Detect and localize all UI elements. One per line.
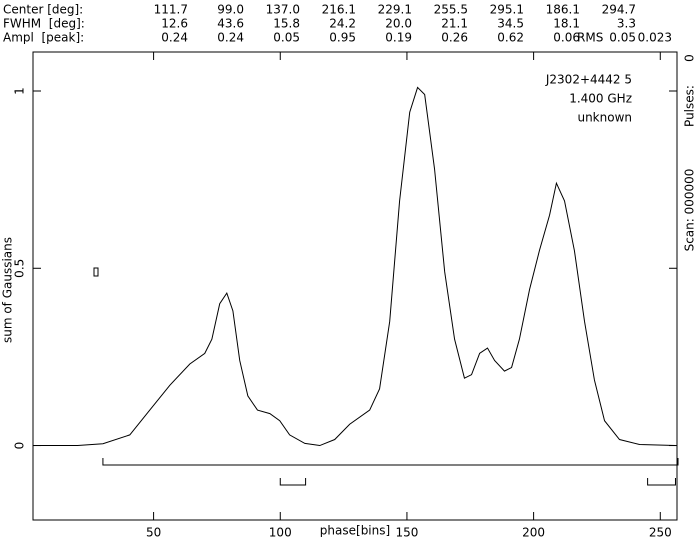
- bracket: [647, 478, 676, 486]
- rms-value: 0.023: [638, 31, 672, 45]
- x-tick-label: 250: [649, 526, 672, 540]
- pulses-label: Pulses:: [683, 85, 697, 127]
- y-tick-label: 0: [13, 442, 27, 450]
- table-cell: 0.26: [441, 31, 468, 45]
- table-cell: 0.19: [385, 31, 412, 45]
- side-label: Scan: 000000: [683, 169, 697, 252]
- table-cell: 295.1: [490, 3, 524, 17]
- table-cell: 111.7: [154, 3, 188, 17]
- bracket: [102, 458, 679, 466]
- table-cell: 0.62: [497, 31, 524, 45]
- x-tick-label: 200: [522, 526, 545, 540]
- annotation: 1.400 GHz: [569, 92, 632, 106]
- table-cell: 294.7: [602, 3, 636, 17]
- table-cell: 0.24: [161, 31, 188, 45]
- row-label: FWHM [deg]:: [3, 17, 85, 31]
- pulses-value: 0: [683, 54, 697, 62]
- plot-frame: [32, 51, 678, 521]
- table-cell: 24.2: [329, 17, 356, 31]
- table-cell: 99.0: [217, 3, 244, 17]
- marker: [93, 267, 99, 277]
- annotation: unknown: [577, 111, 632, 125]
- y-axis-label: sum of Gaussians: [1, 237, 15, 343]
- table-cell: 255.5: [434, 3, 468, 17]
- table-cell: 18.1: [553, 17, 580, 31]
- table-cell: 12.6: [161, 17, 188, 31]
- table-cell: 20.0: [385, 17, 412, 31]
- x-tick-label: 150: [395, 526, 418, 540]
- table-cell: 0.24: [217, 31, 244, 45]
- table-cell: 229.1: [378, 3, 412, 17]
- annotation: J2302+4442 5: [545, 73, 632, 87]
- y-tick-label: 0.5: [13, 259, 27, 278]
- row-label: Center [deg]:: [3, 3, 83, 17]
- x-tick-label: 100: [269, 526, 292, 540]
- table-cell: 3.3: [617, 17, 636, 31]
- table-cell: 0.06: [553, 31, 580, 45]
- table-cell: 0.05: [609, 31, 636, 45]
- table-cell: 15.8: [273, 17, 300, 31]
- rms-label: RMS: [577, 31, 603, 45]
- x-axis-label: phase[bins]: [320, 524, 390, 538]
- y-tick-label: 1: [13, 87, 27, 95]
- table-cell: 43.6: [217, 17, 244, 31]
- table-cell: 186.1: [546, 3, 580, 17]
- profile-line: [33, 86, 676, 447]
- table-cell: 216.1: [322, 3, 356, 17]
- table-cell: 21.1: [441, 17, 468, 31]
- x-tick-label: 50: [146, 526, 161, 540]
- bracket: [279, 478, 307, 486]
- table-cell: 34.5: [497, 17, 524, 31]
- row-label: Ampl [peak]:: [3, 31, 84, 45]
- table-cell: 0.95: [329, 31, 356, 45]
- table-cell: 0.05: [273, 31, 300, 45]
- table-cell: 137.0: [266, 3, 300, 17]
